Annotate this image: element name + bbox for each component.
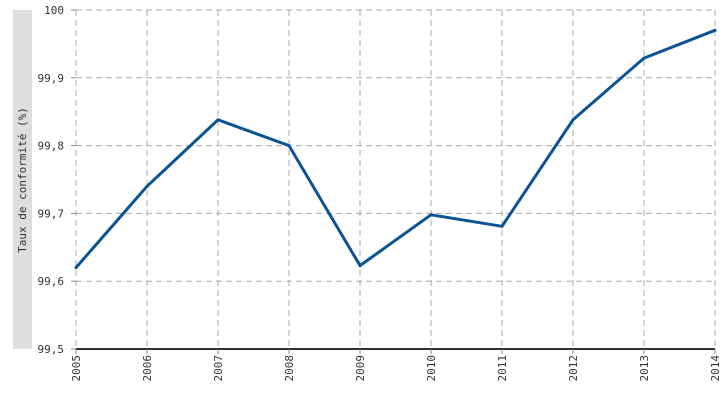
x-tick-label: 2008 (283, 355, 296, 382)
data-point (287, 144, 291, 148)
series-layer (74, 28, 717, 270)
y-tick-label: 99,5 (38, 343, 65, 356)
data-point (571, 118, 575, 122)
x-tick-label: 2013 (638, 355, 651, 382)
y-axis-title-band (13, 10, 32, 349)
x-tick-label: 2014 (709, 355, 722, 382)
data-point (429, 213, 433, 217)
x-tick-label: 2010 (425, 355, 438, 382)
x-tick-label: 2009 (354, 355, 367, 382)
x-tick-label: 2012 (567, 355, 580, 382)
data-point (713, 28, 717, 32)
y-axis-title: Taux de conformité (%) (16, 107, 29, 253)
gridlines (75, 9, 716, 350)
y-tick-label: 99,6 (38, 275, 65, 288)
data-point (500, 224, 504, 228)
data-point (145, 184, 149, 188)
y-tick-label: 99,7 (38, 207, 65, 220)
x-tick-label: 2005 (70, 355, 83, 382)
y-axis-ticks: 99,5 99,6 99,7 99,8 99,9 100 (38, 4, 76, 356)
y-tick-label: 99,9 (38, 72, 65, 85)
y-tick-label: 99,8 (38, 140, 65, 153)
data-point (216, 118, 220, 122)
x-tick-label: 2011 (496, 355, 509, 382)
x-tick-label: 2007 (212, 355, 225, 382)
data-point (74, 266, 78, 270)
x-tick-label: 2006 (141, 355, 154, 382)
y-tick-label: 100 (44, 4, 64, 17)
series-line (74, 28, 717, 270)
data-point (642, 56, 646, 60)
x-axis-ticks: 2005 2006 2007 2008 2009 2010 2011 2012 2013 2014 (70, 349, 722, 382)
data-point (358, 264, 362, 268)
